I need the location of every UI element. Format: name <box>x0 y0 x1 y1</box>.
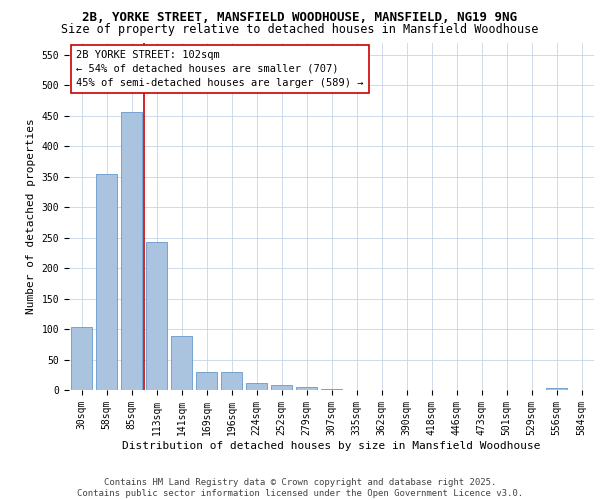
Bar <box>271 385 292 390</box>
Y-axis label: Number of detached properties: Number of detached properties <box>26 118 36 314</box>
Text: Contains HM Land Registry data © Crown copyright and database right 2025.
Contai: Contains HM Land Registry data © Crown c… <box>77 478 523 498</box>
Bar <box>146 242 167 390</box>
Text: Size of property relative to detached houses in Mansfield Woodhouse: Size of property relative to detached ho… <box>61 22 539 36</box>
Bar <box>121 112 142 390</box>
Bar <box>296 387 317 390</box>
Bar <box>171 336 192 390</box>
X-axis label: Distribution of detached houses by size in Mansfield Woodhouse: Distribution of detached houses by size … <box>122 440 541 450</box>
Bar <box>221 372 242 390</box>
Bar <box>546 388 567 390</box>
Bar <box>246 382 267 390</box>
Text: 2B YORKE STREET: 102sqm
← 54% of detached houses are smaller (707)
45% of semi-d: 2B YORKE STREET: 102sqm ← 54% of detache… <box>77 50 364 88</box>
Bar <box>321 389 342 390</box>
Bar <box>96 174 117 390</box>
Text: 2B, YORKE STREET, MANSFIELD WOODHOUSE, MANSFIELD, NG19 9NG: 2B, YORKE STREET, MANSFIELD WOODHOUSE, M… <box>83 11 517 24</box>
Bar <box>196 372 217 390</box>
Bar <box>71 327 92 390</box>
